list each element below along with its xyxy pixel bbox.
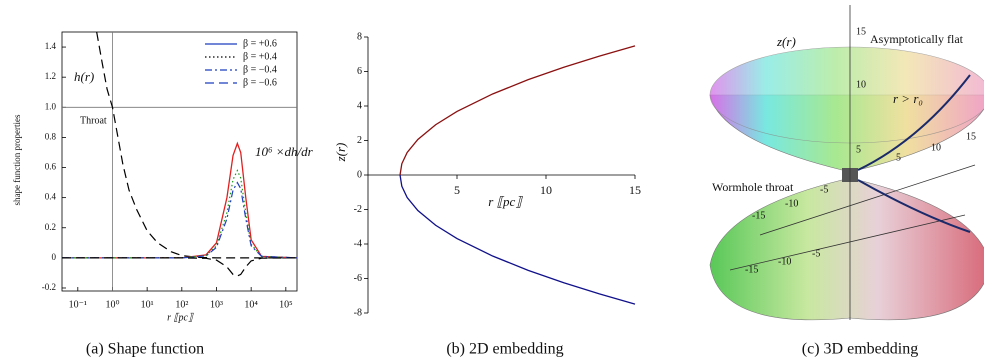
y-axis-label: z(r) bbox=[333, 143, 348, 163]
y-tick-label: 4 bbox=[357, 100, 362, 111]
legend-label: β = +0.4 bbox=[243, 51, 277, 62]
caption: (c) 3D embedding bbox=[802, 341, 918, 358]
y-tick-label: 0.6 bbox=[45, 162, 57, 172]
surface-tick-label: 5 bbox=[856, 144, 861, 155]
y-tick-label: -2 bbox=[354, 204, 362, 215]
annotation: h(r) bbox=[74, 69, 94, 84]
data-line bbox=[96, 31, 297, 259]
panel-c-surface bbox=[709, 5, 984, 321]
surface-tick-label: 15 bbox=[966, 131, 976, 142]
surface-tick-label: -5 bbox=[820, 184, 828, 195]
throat-label: Wormhole throat bbox=[712, 180, 794, 194]
caption: (a) Shape function bbox=[86, 341, 204, 358]
y-tick-label: 0.8 bbox=[45, 131, 57, 141]
y-tick-label: 0.2 bbox=[45, 222, 56, 232]
x-tick-label: 10⁵ bbox=[279, 299, 293, 310]
x-tick-label: 15 bbox=[629, 183, 641, 197]
data-line bbox=[62, 257, 298, 277]
data-line bbox=[62, 169, 298, 259]
surface-tick-label: -15 bbox=[752, 210, 765, 221]
surface-tick-label: -5 bbox=[812, 248, 820, 259]
x-axis-label: r ⟦pc⟧ bbox=[167, 312, 194, 323]
legend-label: β = −0.6 bbox=[243, 77, 277, 88]
x-tick-label: 5 bbox=[454, 183, 460, 197]
y-tick-label: -8 bbox=[354, 307, 362, 318]
data-line bbox=[399, 45, 636, 176]
x-tick-label: 10⁰ bbox=[105, 299, 119, 310]
x-axis-label: r ⟦pc⟧ bbox=[488, 194, 523, 209]
y-tick-label: 0 bbox=[357, 169, 362, 180]
annotation: 10⁶ ×dh/dr bbox=[255, 144, 314, 159]
x-tick-label: 10 bbox=[540, 183, 552, 197]
surface-tick-label: 15 bbox=[856, 26, 866, 37]
surface-tick-label: -10 bbox=[778, 256, 791, 267]
caption: (b) 2D embedding bbox=[446, 341, 563, 358]
data-line bbox=[62, 141, 298, 259]
x-tick-label: 10⁴ bbox=[244, 299, 258, 310]
legend-label: β = −0.4 bbox=[243, 64, 277, 75]
surface-tick-label: -10 bbox=[785, 198, 798, 209]
y-tick-label: 8 bbox=[357, 31, 362, 42]
surface-tick-label: 5 bbox=[896, 152, 901, 163]
y-tick-label: 1.2 bbox=[45, 71, 56, 81]
annotation: Throat bbox=[80, 115, 107, 126]
y-tick-label: -6 bbox=[354, 273, 362, 284]
surface-tick-label: 10 bbox=[931, 142, 941, 153]
plot-frame bbox=[61, 31, 298, 292]
data-line bbox=[62, 181, 298, 259]
x-tick-label: 10³ bbox=[210, 299, 223, 310]
y-tick-label: 1.0 bbox=[45, 101, 57, 111]
y-tick-label: 0.4 bbox=[45, 192, 57, 202]
radius-label: r > r₀ bbox=[893, 91, 923, 106]
z-label: z(r) bbox=[776, 34, 796, 49]
y-tick-label: -4 bbox=[354, 238, 362, 249]
y-tick-label: 1.4 bbox=[45, 41, 57, 51]
x-tick-label: 10² bbox=[175, 299, 188, 310]
top-label: Asymptotically flat bbox=[870, 32, 964, 46]
x-tick-label: 10⁻¹ bbox=[69, 299, 87, 310]
surface-tick-label: -15 bbox=[745, 264, 758, 275]
y-tick-label: -0.2 bbox=[42, 282, 56, 292]
data-line bbox=[399, 174, 636, 305]
surface-tick-label: 10 bbox=[856, 79, 866, 90]
y-tick-label: 6 bbox=[357, 66, 362, 77]
y-tick-label: 2 bbox=[357, 135, 362, 146]
y-tick-label: 0 bbox=[52, 252, 57, 262]
legend-label: β = +0.6 bbox=[243, 38, 277, 49]
x-tick-label: 10¹ bbox=[141, 299, 154, 310]
y-axis-label: shape function properties bbox=[12, 114, 22, 205]
